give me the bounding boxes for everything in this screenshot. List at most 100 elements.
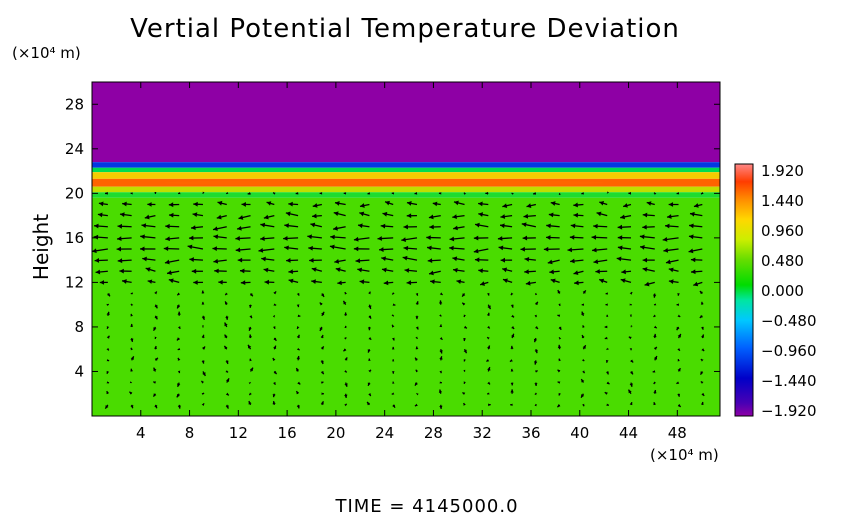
wind-vector [567,247,584,253]
wind-vector [201,301,205,305]
wind-vector-head [593,223,598,229]
wind-vector-head [474,257,480,263]
wind-vector-head [498,245,504,251]
wind-vector-head [605,371,609,375]
wind-vector [427,258,441,264]
wind-vector [487,325,491,329]
wind-vector [353,236,370,242]
wind-vector-head [117,258,123,264]
wind-vector [225,191,229,195]
wind-vector [534,349,538,354]
wind-vector-head [201,290,205,294]
wind-vector-head [105,191,108,195]
wind-vector [190,225,204,230]
wind-vector-head [225,370,229,373]
wind-vector [344,403,348,407]
wind-vector-head [122,201,127,207]
wind-vector [700,191,704,195]
wind-vector [453,225,465,231]
wind-vector [676,381,680,385]
wind-vector-head [534,314,537,318]
wind-vector [629,347,632,351]
wind-vector [487,304,492,310]
wind-vector [225,315,229,320]
wind-vector-head [522,235,528,241]
wind-vector [456,279,465,284]
wind-vector [414,403,418,407]
wind-vector [558,326,562,331]
wind-vector-head [463,402,466,406]
wind-vector-head [689,211,695,217]
x-tick-label: 40 [570,424,589,442]
wind-vector-head [201,403,205,407]
wind-vector [213,258,227,264]
wind-vector-head [359,203,365,208]
wind-vector-head [296,304,300,308]
wind-vector-head [297,347,300,351]
wind-vector-head [264,279,270,285]
wind-vector [355,258,370,264]
wind-vector-head [487,367,491,371]
wind-vector [296,304,300,308]
wind-vector-head [106,381,109,384]
colorbar-tick-label: 1.920 [761,162,804,180]
wind-vector-head [439,381,442,384]
wind-vector-head [296,405,300,409]
wind-vector [592,247,608,253]
wind-vector [319,192,323,195]
wind-vector-head [677,348,680,351]
wind-vector [606,347,609,351]
wind-vector-head [344,383,348,387]
wind-vector-head [165,223,170,229]
wind-vector-head [591,234,597,240]
wind-vector-head [630,325,633,328]
wind-vector-head [414,382,418,386]
x-tick-label: 16 [278,424,297,442]
wind-vector-head [140,246,145,252]
wind-vector [653,325,658,329]
wind-vector-head [654,303,657,306]
wind-vector-head [311,267,317,272]
wind-vector [593,223,608,229]
x-tick-label: 24 [375,424,394,442]
wind-vector [320,381,324,384]
wind-vector [668,279,679,284]
wind-vector [642,224,655,230]
wind-vector-head [639,234,645,240]
wind-vector [606,403,610,407]
wind-vector [368,369,372,373]
wind-vector [573,202,584,208]
wind-vector [677,293,680,296]
wind-vector-head [677,404,681,407]
wind-vector-head [177,292,181,296]
wind-vector [272,315,276,318]
wind-vector-head [296,292,300,296]
wind-vector [668,267,679,273]
wind-vector [700,301,704,305]
wind-vector-head [320,346,324,350]
x-tick-label: 44 [619,424,638,442]
wind-vector-head [188,235,194,241]
wind-vector [177,404,181,409]
wind-vector [582,290,587,294]
wind-vector-head [239,268,245,274]
wind-vector-head [296,391,300,395]
wind-vector [272,192,276,195]
wind-vector-head [402,255,408,261]
wind-vector-head [241,202,246,207]
wind-vector [547,259,560,265]
wind-vector-head [642,257,648,263]
wind-vector [312,213,322,219]
wind-vector-head [558,192,561,195]
wind-vector-head [642,224,647,230]
wind-vector [130,347,134,351]
wind-vector-head [288,201,293,207]
wind-vector-head [141,223,147,229]
wind-vector [463,381,466,384]
wind-vector-head [335,267,341,273]
wind-vector [693,203,703,208]
colorbar-tick-label: −0.480 [761,312,817,330]
wind-vector [628,191,632,195]
wind-vector [202,191,205,195]
wind-vector-head [334,259,340,264]
